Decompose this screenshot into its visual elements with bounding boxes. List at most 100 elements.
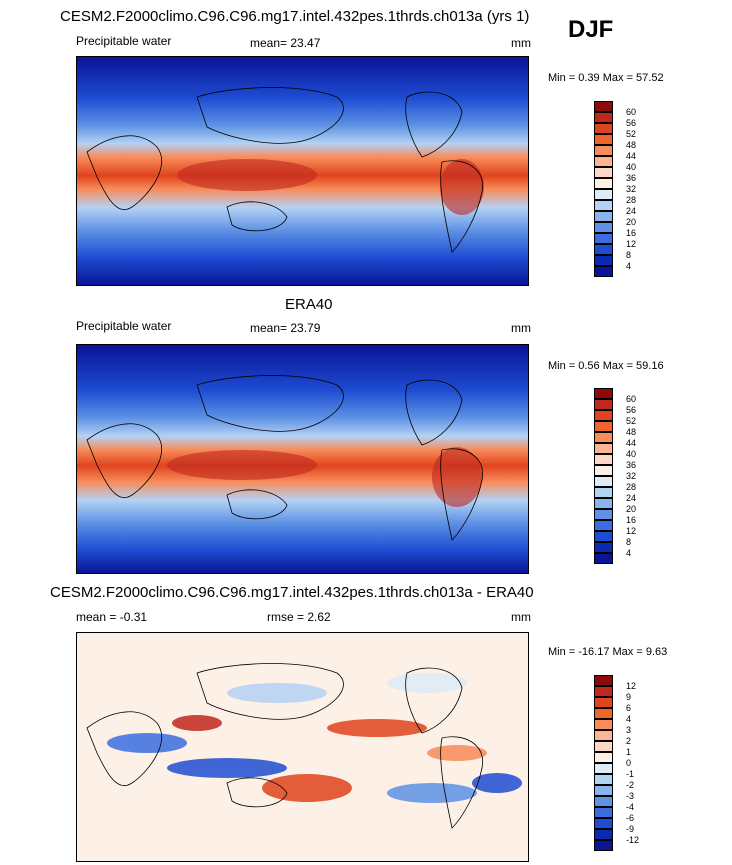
colorbar-tick-label: 24 bbox=[626, 493, 637, 503]
colorbar-swatch bbox=[594, 156, 613, 167]
panel1-map-graphic bbox=[77, 57, 528, 285]
colorbar-swatch bbox=[594, 476, 613, 487]
colorbar-swatch bbox=[594, 388, 613, 399]
colorbar-tick-label: -12 bbox=[626, 835, 640, 845]
colorbar-swatch bbox=[594, 167, 613, 178]
colorbar-swatch bbox=[594, 796, 613, 807]
colorbar-swatch bbox=[594, 465, 613, 476]
colorbar-swatch bbox=[594, 719, 613, 730]
colorbar-tick-label: 52 bbox=[626, 416, 637, 426]
panel3-minmax-label: Min = -16.17 Max = 9.63 bbox=[548, 646, 668, 658]
panel2-variable-label: Precipitable water bbox=[76, 319, 172, 333]
colorbar-swatch bbox=[594, 520, 613, 531]
colorbar-swatch bbox=[594, 752, 613, 763]
colorbar-swatch bbox=[594, 487, 613, 498]
colorbar-swatch bbox=[594, 112, 613, 123]
colorbar-tick-label: 4 bbox=[626, 261, 632, 271]
panel1-mean-label: mean= 23.47 bbox=[250, 36, 321, 50]
panel2-map bbox=[76, 344, 529, 574]
colorbar-tick-label: 16 bbox=[626, 515, 637, 525]
colorbar-tick-label: 8 bbox=[626, 537, 632, 547]
colorbar-swatch bbox=[594, 454, 613, 465]
colorbar-tick-label: 20 bbox=[626, 217, 637, 227]
colorbar-swatch bbox=[594, 211, 613, 222]
colorbar-tick-label: -6 bbox=[626, 813, 635, 823]
colorbar-swatch bbox=[594, 443, 613, 454]
colorbar-swatch bbox=[594, 432, 613, 443]
colorbar-swatch bbox=[594, 785, 613, 796]
colorbar-swatch bbox=[594, 101, 613, 112]
panel2-title: ERA40 bbox=[285, 296, 333, 313]
colorbar-tick-label: 24 bbox=[626, 206, 637, 216]
colorbar-tick-label: 8 bbox=[626, 250, 632, 260]
colorbar-swatch bbox=[594, 134, 613, 145]
colorbar-tick-label: 40 bbox=[626, 449, 637, 459]
season-label: DJF bbox=[568, 16, 614, 43]
colorbar-swatch bbox=[594, 708, 613, 719]
panel2-minmax-label: Min = 0.56 Max = 59.16 bbox=[548, 360, 664, 372]
colorbar-swatch bbox=[594, 266, 613, 277]
colorbar-swatch bbox=[594, 807, 613, 818]
colorbar-tick-label: 48 bbox=[626, 140, 637, 150]
colorbar-swatch bbox=[594, 829, 613, 840]
colorbar-tick-label: 60 bbox=[626, 394, 637, 404]
colorbar-swatch bbox=[594, 178, 613, 189]
colorbar-tick-label: 52 bbox=[626, 129, 637, 139]
colorbar-tick-label: -3 bbox=[626, 791, 635, 801]
panel3-map-graphic bbox=[77, 633, 528, 861]
panel1-variable-label: Precipitable water bbox=[76, 34, 172, 48]
panel3-units-label: mm bbox=[511, 610, 531, 624]
colorbar-swatch bbox=[594, 200, 613, 211]
colorbar-tick-label: 12 bbox=[626, 681, 637, 691]
colorbar-swatch bbox=[594, 774, 613, 785]
colorbar-tick-label: 12 bbox=[626, 526, 637, 536]
colorbar-swatch bbox=[594, 686, 613, 697]
colorbar-tick-label: 56 bbox=[626, 118, 637, 128]
panel3-rmse-label: rmse = 2.62 bbox=[267, 610, 331, 624]
colorbar-tick-label: 28 bbox=[626, 195, 637, 205]
colorbar-tick-label: -9 bbox=[626, 824, 635, 834]
colorbar-swatch bbox=[594, 255, 613, 266]
colorbar-swatch bbox=[594, 123, 613, 134]
colorbar-tick-label: -1 bbox=[626, 769, 635, 779]
panel3-colorbar: 12 9 6 4 3 2 1 0 -1 -2 -3 -4 -6 -9 -12 bbox=[594, 675, 639, 851]
colorbar-tick-label: 1 bbox=[626, 747, 632, 757]
colorbar-tick-label: 36 bbox=[626, 173, 637, 183]
colorbar-swatch bbox=[594, 531, 613, 542]
colorbar-swatch bbox=[594, 509, 613, 520]
colorbar-tick-label: 40 bbox=[626, 162, 637, 172]
colorbar-tick-label: 32 bbox=[626, 184, 637, 194]
colorbar-swatch bbox=[594, 410, 613, 421]
colorbar-tick-label: 20 bbox=[626, 504, 637, 514]
colorbar-tick-label: 32 bbox=[626, 471, 637, 481]
colorbar-swatch bbox=[594, 763, 613, 774]
colorbar-swatch bbox=[594, 498, 613, 509]
panel1-colorbar: 60 56 52 48 44 40 36 32 28 24 20 16 12 8 4 bbox=[594, 101, 636, 277]
colorbar-tick-label: 9 bbox=[626, 692, 632, 702]
panel1-minmax-label: Min = 0.39 Max = 57.52 bbox=[548, 72, 664, 84]
panel3-mean-label: mean = -0.31 bbox=[76, 610, 148, 624]
colorbar-tick-label: -4 bbox=[626, 802, 635, 812]
panel1-map bbox=[76, 56, 529, 286]
colorbar-tick-label: -2 bbox=[626, 780, 635, 790]
colorbar-tick-label: 2 bbox=[626, 736, 632, 746]
colorbar-swatch bbox=[594, 840, 613, 851]
colorbar-swatch bbox=[594, 244, 613, 255]
panel2-units-label: mm bbox=[511, 321, 531, 335]
panel3-map bbox=[76, 632, 529, 862]
panel1-units-label: mm bbox=[511, 36, 531, 50]
colorbar-swatch bbox=[594, 189, 613, 200]
colorbar-swatch bbox=[594, 553, 613, 564]
panel2-mean-label: mean= 23.79 bbox=[250, 321, 321, 335]
colorbar-swatch bbox=[594, 542, 613, 553]
panel2-colorbar: 60 56 52 48 44 40 36 32 28 24 20 16 12 8 4 bbox=[594, 388, 636, 564]
colorbar-swatch bbox=[594, 741, 613, 752]
colorbar-tick-label: 4 bbox=[626, 714, 632, 724]
colorbar-tick-label: 6 bbox=[626, 703, 632, 713]
panel2-map-graphic bbox=[77, 345, 528, 573]
colorbar-swatch bbox=[594, 145, 613, 156]
panel1-title: CESM2.F2000climo.C96.C96.mg17.intel.432p… bbox=[60, 8, 530, 25]
colorbar-swatch bbox=[594, 818, 613, 829]
colorbar-tick-label: 16 bbox=[626, 228, 637, 238]
colorbar-swatch bbox=[594, 730, 613, 741]
